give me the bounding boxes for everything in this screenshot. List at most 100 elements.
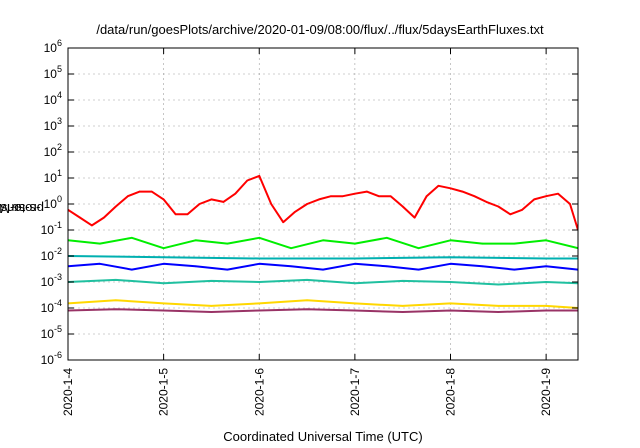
data-point bbox=[413, 216, 416, 219]
data-point bbox=[377, 195, 380, 197]
y-tick-label: 105 bbox=[44, 64, 62, 81]
data-point bbox=[497, 305, 500, 307]
data-point bbox=[138, 190, 141, 193]
y-tick-label: 104 bbox=[44, 90, 62, 107]
series-line-0 bbox=[68, 174, 578, 231]
data-point bbox=[545, 257, 547, 260]
data-point bbox=[162, 282, 165, 284]
y-tick-label: 10-1 bbox=[41, 220, 62, 237]
x-tick-label: 2020-1-5 bbox=[157, 368, 171, 416]
data-point bbox=[401, 280, 404, 282]
data-point bbox=[389, 195, 392, 197]
data-point bbox=[385, 237, 388, 239]
x-tick-label: 2020-1-8 bbox=[444, 368, 458, 416]
data-point bbox=[545, 265, 547, 268]
data-point bbox=[226, 242, 229, 245]
data-point bbox=[270, 203, 273, 205]
data-point bbox=[485, 201, 488, 203]
data-point bbox=[401, 205, 404, 208]
data-point bbox=[461, 190, 464, 193]
data-point bbox=[79, 216, 81, 219]
data-point bbox=[162, 302, 165, 305]
data-point bbox=[354, 263, 356, 265]
data-point bbox=[258, 263, 261, 265]
data-point bbox=[258, 237, 261, 239]
data-point bbox=[481, 265, 484, 268]
data-point bbox=[354, 242, 356, 245]
data-point bbox=[449, 187, 452, 190]
data-point bbox=[162, 256, 165, 258]
data-point bbox=[449, 263, 452, 265]
data-point bbox=[258, 302, 261, 305]
x-axis-label: Coordinated Universal Time (UTC) bbox=[223, 429, 423, 444]
grid-lines bbox=[67, 48, 578, 360]
data-point bbox=[115, 308, 117, 310]
data-point bbox=[306, 279, 308, 281]
data-point bbox=[569, 203, 571, 205]
y-tick-label: 10-3 bbox=[41, 272, 62, 289]
plot-frame bbox=[67, 47, 579, 361]
data-point bbox=[306, 308, 308, 310]
data-point bbox=[162, 309, 165, 312]
data-point bbox=[318, 198, 320, 201]
data-point bbox=[437, 185, 440, 187]
data-point bbox=[497, 205, 500, 208]
data-point bbox=[290, 247, 292, 249]
y-tick-label: 10-2 bbox=[41, 246, 62, 263]
chart-title: /data/run/goesPlots/archive/2020-01-09/0… bbox=[96, 22, 544, 37]
data-point bbox=[322, 268, 324, 271]
data-point bbox=[186, 213, 189, 216]
x-tick-label: 2020-1-7 bbox=[348, 368, 362, 416]
data-point bbox=[306, 203, 308, 205]
data-point bbox=[162, 263, 165, 265]
data-point bbox=[417, 247, 420, 249]
data-point bbox=[162, 198, 165, 201]
data-point bbox=[342, 195, 344, 197]
data-point bbox=[210, 305, 213, 307]
data-series bbox=[68, 174, 578, 313]
data-point bbox=[99, 263, 101, 265]
data-point bbox=[473, 195, 476, 197]
data-point bbox=[449, 309, 452, 312]
data-point bbox=[449, 239, 452, 242]
data-point bbox=[545, 281, 547, 283]
data-point bbox=[497, 283, 500, 286]
data-point bbox=[103, 216, 105, 219]
y-tick-label: 100 bbox=[44, 194, 62, 211]
data-point bbox=[545, 309, 547, 312]
data-point bbox=[91, 224, 93, 227]
series-line-5 bbox=[68, 299, 578, 309]
data-point bbox=[330, 195, 332, 197]
data-point bbox=[282, 221, 284, 223]
series-line-4 bbox=[68, 278, 578, 286]
data-point bbox=[258, 257, 261, 260]
data-point bbox=[354, 257, 356, 260]
data-point bbox=[115, 299, 117, 301]
data-point bbox=[222, 201, 225, 203]
data-point bbox=[545, 305, 547, 307]
data-point bbox=[306, 299, 308, 301]
data-point bbox=[401, 305, 404, 307]
data-point bbox=[497, 311, 500, 313]
data-point bbox=[290, 265, 292, 268]
series-line-2 bbox=[68, 255, 578, 260]
data-point bbox=[354, 309, 356, 312]
data-point bbox=[354, 282, 356, 284]
data-point bbox=[130, 237, 133, 239]
data-point bbox=[449, 256, 452, 258]
data-point bbox=[210, 198, 213, 201]
axis-ticks: 10-6 10-5 10-4 10-3 10-2 10-1 100 101 102 103 104 1… bbox=[41, 38, 578, 416]
data-point bbox=[425, 195, 428, 197]
data-point bbox=[115, 205, 117, 208]
data-point bbox=[509, 213, 512, 216]
y-tick-label: 10-6 bbox=[41, 350, 62, 367]
data-point bbox=[294, 211, 296, 213]
data-point bbox=[513, 268, 516, 271]
y-tick-label: 10-5 bbox=[41, 324, 62, 341]
y-tick-label: 103 bbox=[44, 116, 62, 133]
data-point bbox=[99, 242, 101, 245]
data-point bbox=[557, 192, 559, 195]
data-point bbox=[258, 309, 261, 312]
data-point bbox=[258, 175, 261, 177]
